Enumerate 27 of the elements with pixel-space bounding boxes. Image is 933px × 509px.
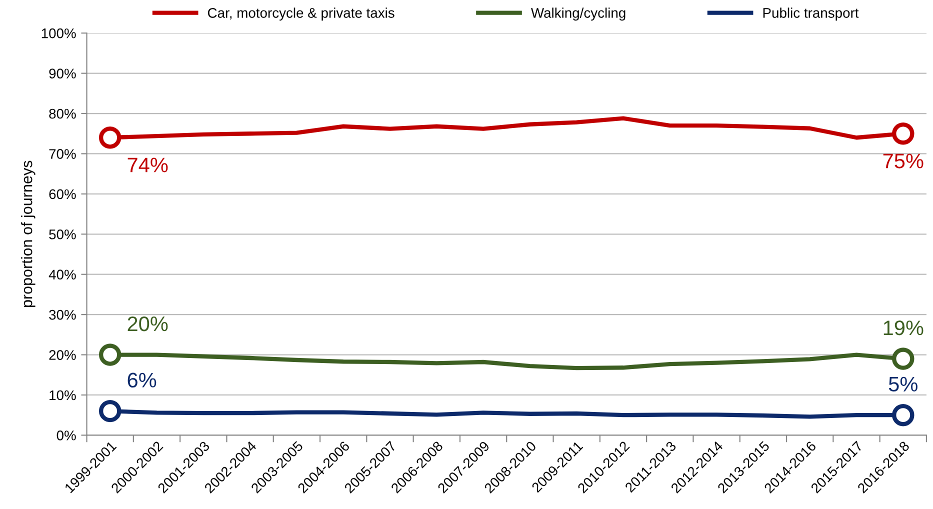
y-tick-label: 40% — [48, 270, 76, 280]
legend-label: Walking/cycling — [531, 8, 626, 21]
point — [98, 126, 122, 149]
point — [892, 122, 914, 145]
y-tick-label: 70% — [49, 149, 76, 159]
y-tick-label: 0% — [56, 430, 76, 440]
y-tick-label: 90% — [49, 68, 76, 78]
data-label: 75% — [883, 154, 924, 168]
legend-label: Public transport — [763, 8, 859, 21]
data-label: 5% — [888, 376, 918, 392]
point — [892, 404, 914, 426]
point — [98, 344, 122, 366]
data-label: 19% — [884, 320, 924, 336]
data-label: 74% — [128, 158, 168, 172]
point — [892, 348, 914, 370]
data-label: 20% — [128, 316, 168, 332]
y-tick-label: 100% — [42, 28, 76, 38]
y-tick-label: 30% — [49, 310, 76, 320]
y-tick-label: 60% — [49, 189, 76, 200]
y-tick-label: 50% — [49, 229, 76, 240]
point — [98, 400, 122, 422]
data-label: 6% — [128, 372, 156, 388]
y-tick-label: 20% — [49, 350, 76, 360]
legend-label: Car, motorcycle & private taxis — [208, 8, 394, 21]
y-tick-label: 80% — [49, 108, 76, 119]
y-tick-label: 10% — [50, 390, 76, 400]
y-axis-title: proportion of journeys — [21, 160, 36, 308]
